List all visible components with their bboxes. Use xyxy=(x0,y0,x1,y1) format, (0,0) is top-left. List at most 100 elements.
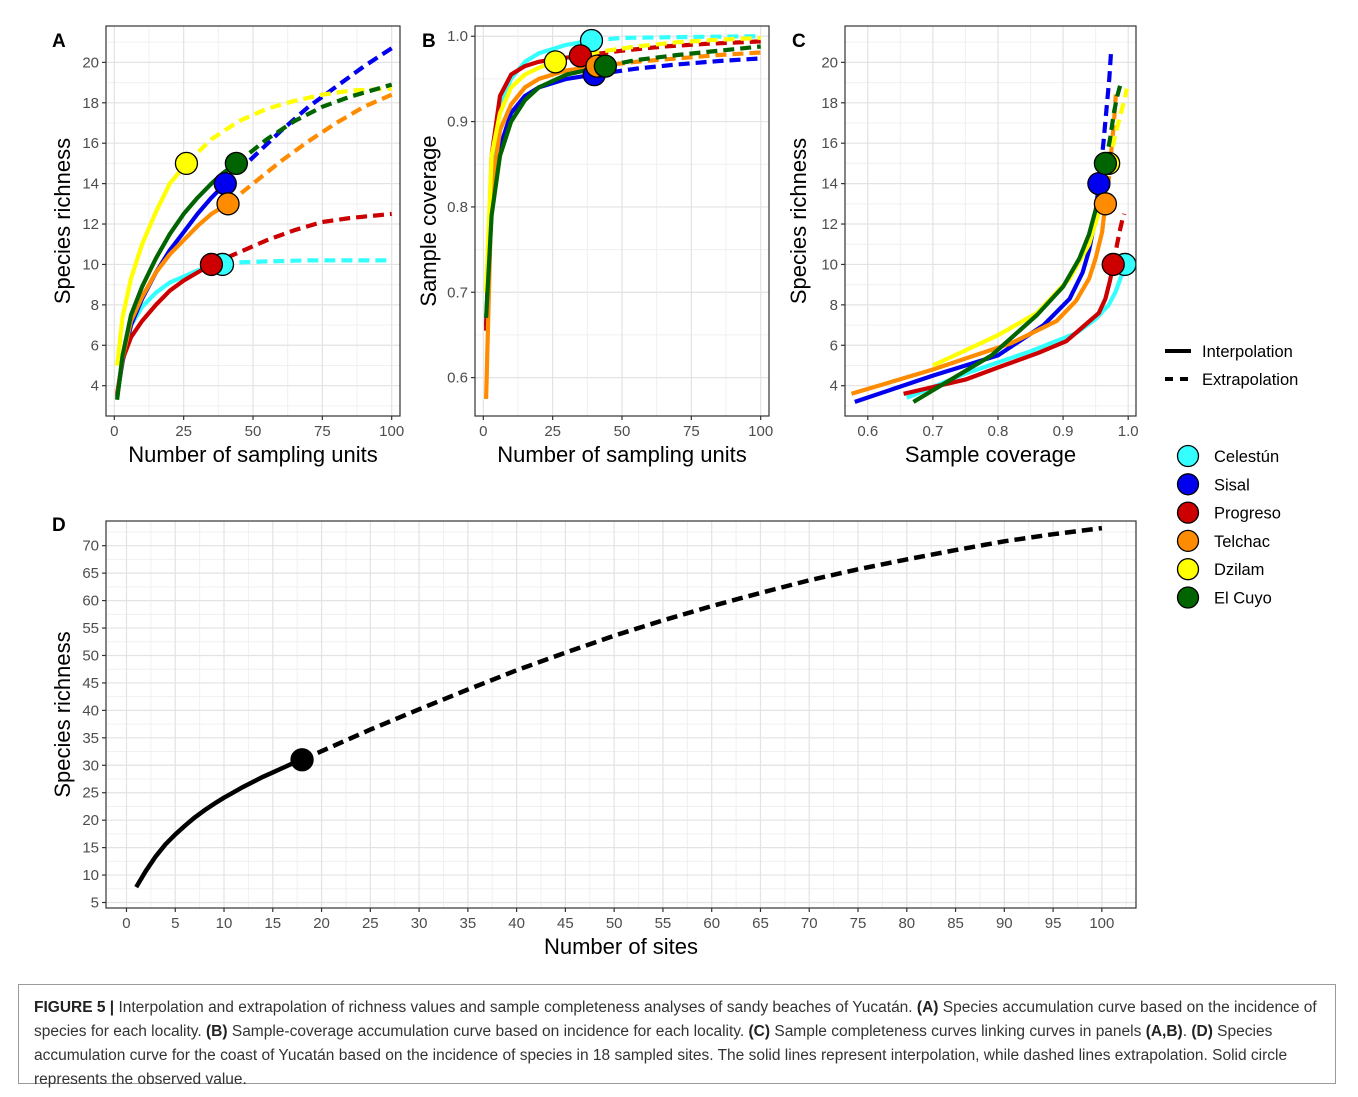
x-tick-label: 80 xyxy=(898,915,915,932)
x-tick-label: 5 xyxy=(171,915,179,932)
interpolation-line xyxy=(134,757,303,889)
observed-point xyxy=(1087,171,1111,196)
x-tick-label: 40 xyxy=(508,915,525,932)
y-tick-label: 50 xyxy=(82,647,99,664)
panel-letter: A xyxy=(52,31,66,52)
y-tick-label: 55 xyxy=(82,620,99,637)
y-tick-label: 18 xyxy=(821,95,838,112)
legend-color-key xyxy=(1176,586,1200,609)
legend-color-key xyxy=(1176,473,1200,496)
y-tick-label: 8 xyxy=(91,297,99,314)
panel-c: 0.6 0.7 0.8 0.9 1.0 4 6 8 10 12 14 16 18 20 Sample cov… xyxy=(786,25,1139,467)
observed-point xyxy=(543,50,568,74)
y-tick-label: 70 xyxy=(82,538,99,555)
caption-panel-ref: (B) xyxy=(206,1023,228,1040)
x-tick-label: 75 xyxy=(314,423,331,440)
x-tick-label: 20 xyxy=(313,915,330,932)
x-axis-title: Number of sampling units xyxy=(497,442,746,467)
observed-point xyxy=(593,54,618,78)
y-axis-title: Species richness xyxy=(50,631,75,797)
caption-text: . xyxy=(1182,1023,1192,1040)
y-tick-label: 10 xyxy=(82,867,99,884)
y-tick-label: 20 xyxy=(82,54,99,71)
y-tick-label: 1.0 xyxy=(447,28,468,45)
x-tick-label: 50 xyxy=(606,915,623,932)
x-tick-label: 0.8 xyxy=(988,423,1009,440)
caption-panel-ref: (A,B) xyxy=(1145,1023,1183,1040)
legend-line-label: Interpolation xyxy=(1202,343,1293,361)
plot-frame xyxy=(105,520,1137,909)
x-tick-label: 50 xyxy=(614,423,631,440)
caption-text: Species accumulation curve for the coast… xyxy=(34,1023,1288,1088)
x-tick-label: 65 xyxy=(752,915,769,932)
y-tick-label: 35 xyxy=(82,730,99,747)
x-tick-label: 95 xyxy=(1045,915,1062,932)
x-tick-label: 25 xyxy=(544,423,561,440)
extrapolation-line xyxy=(223,46,393,186)
x-tick-label: 85 xyxy=(947,915,964,932)
legend-locality-label: Telchac xyxy=(1214,533,1270,551)
caption-text: Interpolation and extrapolation of richn… xyxy=(114,999,917,1016)
x-tick-label: 0.9 xyxy=(1053,423,1074,440)
figure-canvas: 0 25 50 75 100 4 6 8 10 12 14 16 18 20 Number of sampl… xyxy=(50,25,1298,959)
x-axis-title: Number of sites xyxy=(544,934,698,959)
legend-color-key xyxy=(1176,501,1200,524)
x-tick-label: 90 xyxy=(996,915,1013,932)
y-tick-label: 16 xyxy=(821,135,838,152)
extrapolation-line xyxy=(591,34,761,43)
x-tick-label: 15 xyxy=(264,915,281,932)
y-tick-label: 14 xyxy=(82,176,99,193)
extrapolation-line xyxy=(1103,94,1118,205)
extrapolation-line xyxy=(184,86,392,165)
y-tick-label: 20 xyxy=(821,54,838,71)
legend-line-label: Extrapolation xyxy=(1202,371,1298,389)
legend-color-key xyxy=(1176,444,1200,468)
y-tick-label: 6 xyxy=(91,337,99,354)
caption-panel-ref: (A) xyxy=(916,999,939,1016)
legend-locality-label: Sisal xyxy=(1214,476,1250,494)
x-tick-label: 100 xyxy=(748,423,773,440)
observed-point xyxy=(568,44,593,68)
panel-letter: B xyxy=(422,31,436,52)
y-axis-title: Species richness xyxy=(50,138,75,304)
panel-b: 0 25 50 75 100 0.6 0.7 0.8 0.9 1.0 Number of sampl… xyxy=(416,25,773,467)
x-tick-label: 50 xyxy=(245,423,262,440)
series-group xyxy=(134,525,1103,889)
x-axis-title: Sample coverage xyxy=(905,442,1076,467)
plot-frame xyxy=(844,25,1137,417)
interpolation-line xyxy=(484,59,557,293)
x-tick-label: 0 xyxy=(110,423,118,440)
extrapolation-line xyxy=(226,92,393,206)
caption-text: Sample completeness curves linking curve… xyxy=(770,1023,1146,1040)
y-tick-label: 60 xyxy=(82,593,99,610)
y-tick-label: 12 xyxy=(821,216,838,233)
y-tick-label: 14 xyxy=(821,176,838,193)
x-tick-label: 30 xyxy=(411,915,428,932)
caption-text: Sample-coverage accumulation curve based… xyxy=(227,1023,749,1040)
extrapolation-line xyxy=(594,56,761,77)
x-axis-title: Number of sampling units xyxy=(128,442,377,467)
extrapolation-line xyxy=(235,82,393,166)
y-tick-label: 10 xyxy=(82,256,99,273)
observed-point xyxy=(1101,252,1125,277)
panel-a: 0 25 50 75 100 4 6 8 10 12 14 16 18 20 Number of sampl… xyxy=(50,25,404,467)
extrapolation-line xyxy=(1106,88,1129,164)
extrapolation-line xyxy=(210,211,392,267)
observed-point xyxy=(199,252,224,277)
legend-locality-label: El Cuyo xyxy=(1214,590,1272,608)
y-tick-label: 8 xyxy=(830,297,838,314)
panel-letter: C xyxy=(792,31,806,52)
x-tick-label: 45 xyxy=(557,915,574,932)
y-tick-label: 4 xyxy=(830,378,838,395)
extrapolation-line xyxy=(554,35,761,64)
caption-panel-ref: (D) xyxy=(1191,1023,1213,1040)
observed-point xyxy=(1093,192,1118,216)
observed-point xyxy=(224,151,249,176)
y-tick-label: 20 xyxy=(82,812,99,829)
x-tick-label: 75 xyxy=(683,423,700,440)
y-tick-label: 10 xyxy=(821,256,838,273)
x-tick-label: 70 xyxy=(801,915,818,932)
legend: Interpolation Extrapolation Celestún Sisal P… xyxy=(1165,343,1298,609)
x-tick-label: 25 xyxy=(175,423,192,440)
extrapolation-line xyxy=(1103,84,1123,164)
